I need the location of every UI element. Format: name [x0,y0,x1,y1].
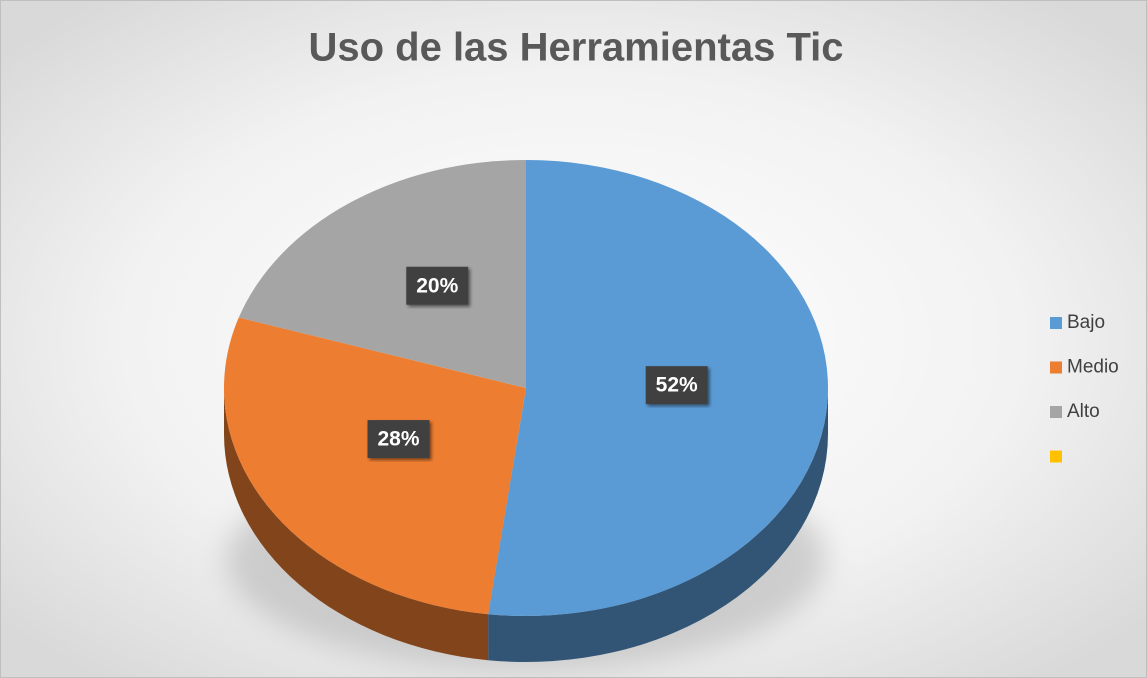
data-label: 20% [416,274,458,297]
legend-label: Medio [1067,357,1119,378]
chart-title: Uso de las Herramientas Tic [308,26,843,70]
legend-swatch [1050,406,1062,418]
data-label: 52% [656,374,698,397]
pie-slice [238,160,526,388]
pie-side [224,388,489,661]
data-label-box [645,366,708,405]
pie-side [488,388,828,662]
legend-swatch [1050,317,1062,329]
data-label-box [367,420,430,459]
legend-label: Alto [1067,401,1100,422]
data-label: 28% [377,428,419,451]
data-label-box [406,266,469,305]
legend-swatch [1050,361,1062,374]
pie-slice [224,317,526,615]
legend-swatch [1050,450,1062,463]
legend-label: Bajo [1067,312,1105,333]
